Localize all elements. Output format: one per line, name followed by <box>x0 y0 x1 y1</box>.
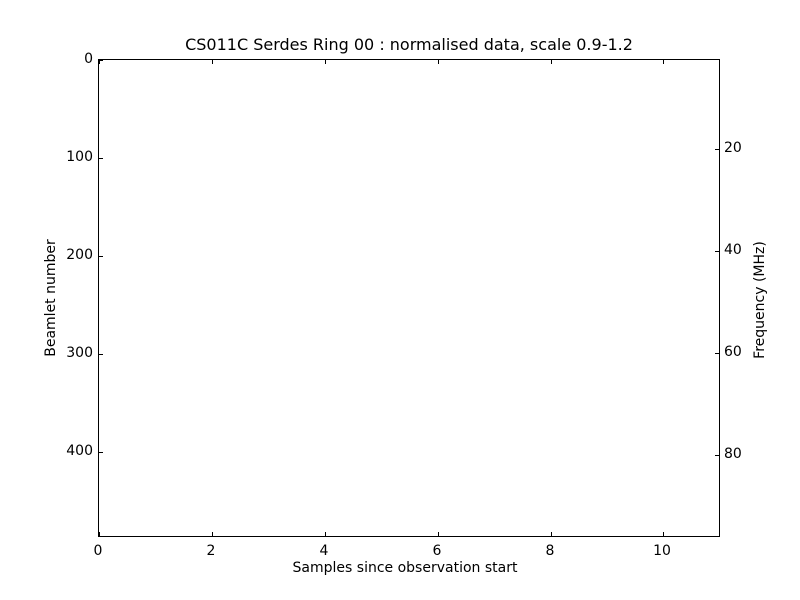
x-tick-label: 6 <box>432 543 442 559</box>
x-tick-mark <box>325 60 326 64</box>
y-tick-label-left: 200 <box>66 247 93 263</box>
x-tick-label: 2 <box>206 543 216 559</box>
y-axis-label-right: Frequency (MHz) <box>752 241 768 359</box>
y-tick-label-right: 80 <box>724 446 742 462</box>
y-tick-mark <box>99 354 103 355</box>
y-tick-mark <box>99 60 103 61</box>
y-tick-mark <box>99 452 103 453</box>
x-tick-label: 4 <box>319 543 329 559</box>
y-tick-label-left: 300 <box>66 345 93 361</box>
y-tick-label-right: 60 <box>724 344 742 360</box>
x-tick-label: 8 <box>545 543 555 559</box>
y-tick-label-right: 20 <box>724 140 742 156</box>
y-tick-label-right: 40 <box>724 242 742 258</box>
y-tick-label-left: 0 <box>84 51 93 67</box>
x-tick-label: 10 <box>653 543 671 559</box>
x-tick-mark <box>438 60 439 64</box>
chart-title: CS011C Serdes Ring 00 : normalised data,… <box>185 35 633 54</box>
plot-area <box>98 59 720 537</box>
y-tick-label-left: 100 <box>66 149 93 165</box>
y-tick-mark <box>715 455 719 456</box>
x-tick-mark <box>325 532 326 536</box>
y-tick-mark <box>99 158 103 159</box>
x-tick-mark <box>551 60 552 64</box>
x-tick-mark <box>663 60 664 64</box>
x-tick-mark <box>99 60 100 64</box>
x-axis-label: Samples since observation start <box>292 560 518 576</box>
y-tick-mark <box>715 149 719 150</box>
x-tick-label: 0 <box>93 543 103 559</box>
y-tick-mark <box>99 256 103 257</box>
x-tick-mark <box>551 532 552 536</box>
y-axis-label-left: Beamlet number <box>43 239 59 357</box>
x-tick-mark <box>212 532 213 536</box>
x-tick-mark <box>99 532 100 536</box>
x-tick-mark <box>438 532 439 536</box>
y-tick-mark <box>715 353 719 354</box>
x-tick-mark <box>212 60 213 64</box>
y-tick-label-left: 400 <box>66 443 93 459</box>
x-tick-mark <box>663 532 664 536</box>
y-tick-mark <box>715 251 719 252</box>
